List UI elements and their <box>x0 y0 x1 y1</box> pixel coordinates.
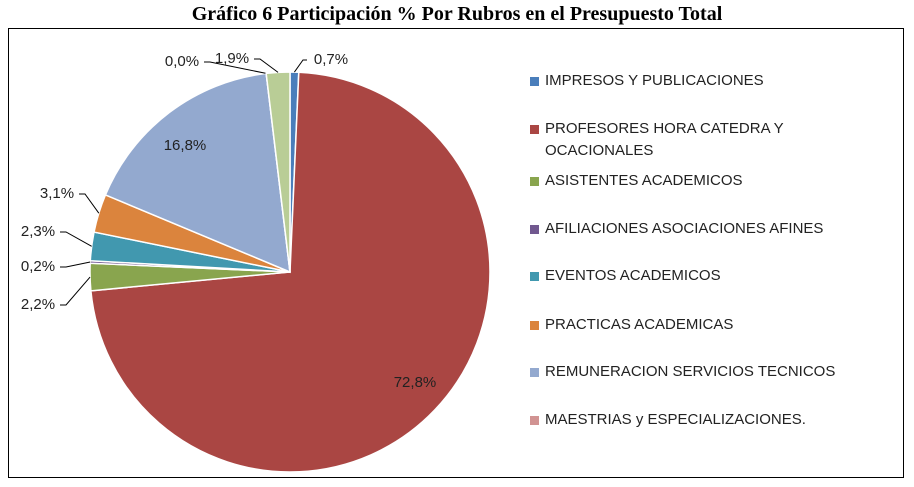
legend-swatch <box>530 225 539 234</box>
data-label: 72,8% <box>394 374 437 391</box>
legend-label: ASISTENTES ACADEMICOS <box>545 172 743 189</box>
legend-entry: ASISTENTES ACADEMICOS <box>530 170 890 192</box>
legend-entry: IMPRESOS Y PUBLICACIONES <box>530 70 890 92</box>
pie-slice <box>265 71 291 273</box>
legend-swatch <box>530 368 539 377</box>
data-label: 0,7% <box>314 51 348 68</box>
legend-swatch <box>530 177 539 186</box>
legend-entry: PRACTICAS ACADEMICAS <box>530 314 890 336</box>
legend-entry: AFILIACIONES ASOCIACIONES AFINES <box>530 218 890 240</box>
legend-swatch <box>530 272 539 281</box>
legend-label: REMUNERACION SERVICIOS TECNICOS <box>545 363 836 380</box>
data-label: 16,8% <box>164 137 207 154</box>
data-label: 0,2% <box>21 258 55 275</box>
data-label: 2,2% <box>21 296 55 313</box>
legend-swatch <box>530 416 539 425</box>
leader-line <box>293 59 307 73</box>
leader-line <box>79 193 100 214</box>
chart-frame <box>8 28 904 478</box>
legend-label: IMPRESOS Y PUBLICACIONES <box>545 72 764 89</box>
data-label: 3,1% <box>40 185 74 202</box>
leader-line <box>254 58 279 73</box>
chart-title: Gráfico 6 Participación % Por Rubros en … <box>191 3 723 25</box>
legend-swatch <box>530 321 539 330</box>
data-label: 2,3% <box>21 223 55 240</box>
data-label: 1,9% <box>215 50 249 67</box>
legend-label: PROFESORES HORA CATEDRA Y OCACIONALES <box>545 120 784 159</box>
leader-line <box>60 231 92 247</box>
legend-label: AFILIACIONES ASOCIACIONES AFINES <box>545 220 824 237</box>
data-label: 0,0% <box>165 53 199 70</box>
legend-entry: EVENTOS ACADEMICOS <box>530 265 890 287</box>
leader-line <box>204 61 267 74</box>
legend-label: PRACTICAS ACADEMICAS <box>545 316 734 333</box>
legend-swatch <box>530 125 539 134</box>
leader-line <box>60 261 91 268</box>
legend-entry: PROFESORES HORA CATEDRA Y OCACIONALES <box>530 118 805 162</box>
legend-label: EVENTOS ACADEMICOS <box>545 267 721 284</box>
legend-swatch <box>530 77 539 86</box>
pie-slice <box>104 72 291 274</box>
legend-entry: REMUNERACION SERVICIOS TECNICOS <box>530 361 890 383</box>
leader-line <box>60 276 91 306</box>
legend-label: MAESTRIAS y ESPECIALIZACIONES. <box>545 411 806 428</box>
legend-entry: MAESTRIAS y ESPECIALIZACIONES. <box>530 409 890 431</box>
